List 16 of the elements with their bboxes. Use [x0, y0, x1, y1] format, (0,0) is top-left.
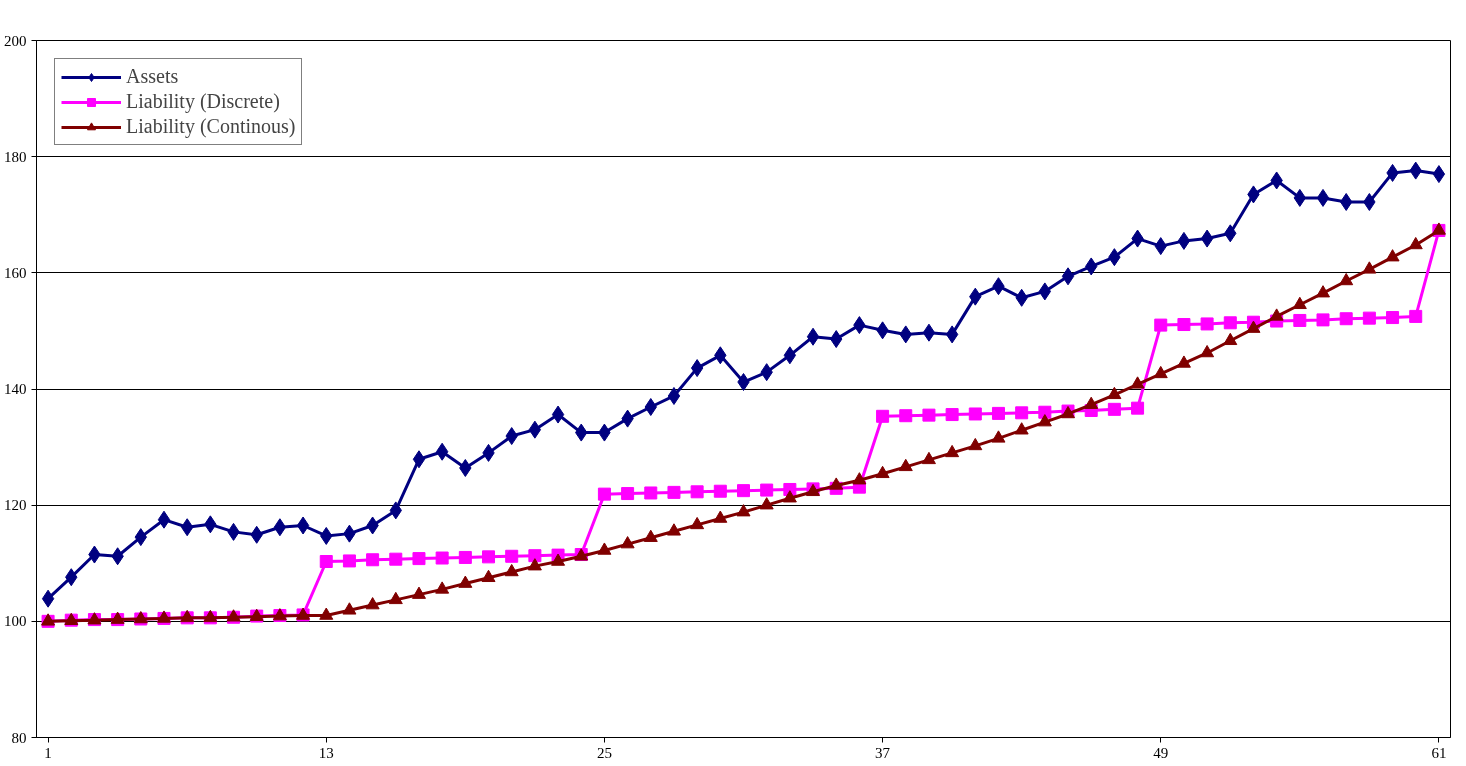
legend-label: Liability (Discrete) [126, 90, 280, 113]
x-tick-label: 13 [318, 744, 334, 761]
y-tick-label: 100 [4, 613, 27, 630]
y-tick-label: 200 [4, 32, 27, 49]
y-tick-label: 120 [4, 497, 27, 514]
y-tick-label: 140 [4, 381, 27, 397]
x-tick-label: 25 [596, 744, 612, 761]
legend-label: Liability (Continous) [126, 115, 296, 138]
x-tick-label: 49 [1153, 744, 1169, 761]
x-tick-label: 1 [44, 744, 52, 761]
y-tick-label: 160 [4, 264, 27, 281]
y-tick-label: 80 [11, 729, 27, 746]
x-tick-label: 37 [875, 744, 891, 761]
x-tick-label: 61 [1431, 744, 1447, 761]
y-tick-label: 180 [4, 148, 27, 165]
legend-label: Assets [126, 65, 179, 88]
